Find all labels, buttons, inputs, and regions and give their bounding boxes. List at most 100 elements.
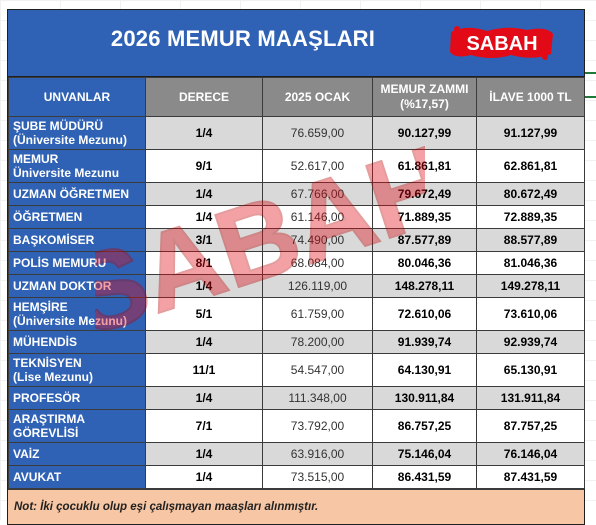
cell-ilave[interactable]: 73.610,06: [476, 297, 585, 331]
cell-derece[interactable]: 8/1: [145, 251, 263, 275]
cell-zam[interactable]: 71.889,35: [372, 205, 477, 229]
cell-ilave[interactable]: 92.939,74: [476, 330, 585, 354]
col-header-zam-line2: (%17,57): [400, 97, 449, 111]
cell-derece[interactable]: 5/1: [145, 297, 263, 331]
salary-table-card: 2026 MEMUR MAAŞLARI SABAH UNVANLAR DEREC…: [7, 9, 585, 525]
cell-zam[interactable]: 130.911,84: [372, 386, 477, 410]
cell-unvan[interactable]: BAŞKOMİSER: [8, 228, 146, 252]
cell-unvan[interactable]: ÖĞRETMEN: [8, 205, 146, 229]
cell-ilave[interactable]: 62.861,81: [476, 149, 585, 183]
page-title: 2026 MEMUR MAAŞLARI: [110, 26, 376, 51]
table-row: PROFESÖR 1/4 111.348,00 130.911,84 131.911,8…: [8, 386, 585, 410]
table-row: VAİZ 1/4 63.916,00 75.146,04 76.146,04: [8, 442, 585, 466]
cell-unvan[interactable]: AVUKAT: [8, 465, 146, 489]
cell-unvan[interactable]: UZMAN ÖĞRETMEN: [8, 182, 146, 206]
col-header-ilave[interactable]: İLAVE 1000 TL: [476, 77, 585, 117]
cell-ilave[interactable]: 80.672,49: [476, 182, 585, 206]
table-row: MEMUR Üniversite Mezunu 9/1 52.617,00 61.861…: [8, 149, 585, 183]
col-header-derece[interactable]: DERECE: [145, 77, 263, 117]
cell-derece[interactable]: 1/4: [145, 330, 263, 354]
cell-zam[interactable]: 72.610,06: [372, 297, 477, 331]
cell-ocak[interactable]: 74.490,00: [262, 228, 373, 252]
cell-unvan[interactable]: UZMAN DOKTOR: [8, 274, 146, 298]
cell-ocak[interactable]: 67.766,00: [262, 182, 373, 206]
cell-ocak[interactable]: 73.515,00: [262, 465, 373, 489]
cell-ocak[interactable]: 76.659,00: [262, 116, 373, 150]
cell-unvan[interactable]: PROFESÖR: [8, 386, 146, 410]
cell-zam[interactable]: 75.146,04: [372, 442, 477, 466]
cell-unvan-line: Üniversite Mezunu: [13, 166, 120, 180]
cell-ocak[interactable]: 126.119,00: [262, 274, 373, 298]
cell-unvan-line: BAŞKOMİSER: [13, 233, 95, 247]
cell-unvan-line: (Üniversite Mezunu): [13, 133, 128, 147]
cell-unvan-line: MÜHENDİS: [13, 335, 78, 349]
cell-ilave[interactable]: 87.757,25: [476, 409, 585, 443]
cell-unvan-line: MEMUR: [13, 152, 59, 166]
cell-ocak[interactable]: 63.916,00: [262, 442, 373, 466]
cell-zam[interactable]: 91.939,74: [372, 330, 477, 354]
cell-ilave[interactable]: 131.911,84: [476, 386, 585, 410]
table-row: MÜHENDİS 1/4 78.200,00 91.939,74 92.939,74: [8, 330, 585, 354]
cell-derece[interactable]: 1/4: [145, 274, 263, 298]
cell-zam[interactable]: 86.431,59: [372, 465, 477, 489]
cell-unvan-line: POLİS MEMURU: [13, 256, 107, 270]
cell-ocak[interactable]: 68.084,00: [262, 251, 373, 275]
cell-zam[interactable]: 86.757,25: [372, 409, 477, 443]
cell-derece[interactable]: 11/1: [145, 353, 263, 387]
cell-ilave[interactable]: 76.146,04: [476, 442, 585, 466]
cell-derece[interactable]: 7/1: [145, 409, 263, 443]
cell-ocak[interactable]: 111.348,00: [262, 386, 373, 410]
cell-zam[interactable]: 90.127,99: [372, 116, 477, 150]
cell-ilave[interactable]: 149.278,11: [476, 274, 585, 298]
table-row: POLİS MEMURU 8/1 68.084,00 80.046,36 81.046,…: [8, 251, 585, 275]
cell-ilave[interactable]: 91.127,99: [476, 116, 585, 150]
cell-ocak[interactable]: 78.200,00: [262, 330, 373, 354]
cell-ilave[interactable]: 81.046,36: [476, 251, 585, 275]
cell-ocak[interactable]: 61.146,00: [262, 205, 373, 229]
table-row: ARAŞTIRMA GÖREVLİSİ 7/1 73.792,00 86.757,25 8…: [8, 409, 585, 443]
title-bar: 2026 MEMUR MAAŞLARI SABAH: [8, 10, 584, 77]
cell-derece[interactable]: 9/1: [145, 149, 263, 183]
cell-ilave[interactable]: 72.889,35: [476, 205, 585, 229]
cell-ilave[interactable]: 87.431,59: [476, 465, 585, 489]
cell-derece[interactable]: 1/4: [145, 442, 263, 466]
cell-unvan[interactable]: POLİS MEMURU: [8, 251, 146, 275]
cell-derece[interactable]: 1/4: [145, 116, 263, 150]
cell-zam[interactable]: 80.046,36: [372, 251, 477, 275]
cell-derece[interactable]: 3/1: [145, 228, 263, 252]
cell-ocak[interactable]: 52.617,00: [262, 149, 373, 183]
cell-ocak[interactable]: 61.759,00: [262, 297, 373, 331]
table-row: TEKNİSYEN (Lise Mezunu) 11/1 54.547,00 64.13…: [8, 353, 585, 387]
cell-zam[interactable]: 61.861,81: [372, 149, 477, 183]
cell-ocak[interactable]: 73.792,00: [262, 409, 373, 443]
cell-unvan-line: HEMŞİRE: [13, 300, 68, 314]
cell-unvan[interactable]: ARAŞTIRMA GÖREVLİSİ: [8, 409, 146, 443]
cell-unvan[interactable]: MEMUR Üniversite Mezunu: [8, 149, 146, 183]
col-header-unvan[interactable]: UNVANLAR: [8, 77, 146, 117]
cell-unvan[interactable]: HEMŞİRE (Üniversite Mezunu): [8, 297, 146, 331]
cell-unvan-line: ARAŞTIRMA: [13, 412, 85, 426]
cell-unvan[interactable]: MÜHENDİS: [8, 330, 146, 354]
logo-text: SABAH: [466, 33, 537, 55]
cell-ilave[interactable]: 65.130,91: [476, 353, 585, 387]
table-row: ŞUBE MÜDÜRÜ (Üniversite Mezunu) 1/4 76.659,…: [8, 116, 585, 150]
cell-unvan-line: VAİZ: [13, 447, 40, 461]
cell-unvan[interactable]: TEKNİSYEN (Lise Mezunu): [8, 353, 146, 387]
cell-unvan[interactable]: VAİZ: [8, 442, 146, 466]
col-header-zam[interactable]: MEMUR ZAMMI (%17,57): [372, 77, 477, 117]
cell-derece[interactable]: 1/4: [145, 386, 263, 410]
cell-zam[interactable]: 148.278,11: [372, 274, 477, 298]
cell-ilave[interactable]: 88.577,89: [476, 228, 585, 252]
cell-derece[interactable]: 1/4: [145, 205, 263, 229]
cell-unvan[interactable]: ŞUBE MÜDÜRÜ (Üniversite Mezunu): [8, 116, 146, 150]
cell-derece[interactable]: 1/4: [145, 182, 263, 206]
cell-ocak[interactable]: 54.547,00: [262, 353, 373, 387]
cell-derece[interactable]: 1/4: [145, 465, 263, 489]
col-header-ocak[interactable]: 2025 OCAK: [262, 77, 373, 117]
cell-zam[interactable]: 64.130,91: [372, 353, 477, 387]
col-header-zam-line1: MEMUR ZAMMI: [380, 82, 469, 96]
cell-unvan-line: AVUKAT: [13, 470, 62, 484]
cell-zam[interactable]: 87.577,89: [372, 228, 477, 252]
cell-zam[interactable]: 79.672,49: [372, 182, 477, 206]
